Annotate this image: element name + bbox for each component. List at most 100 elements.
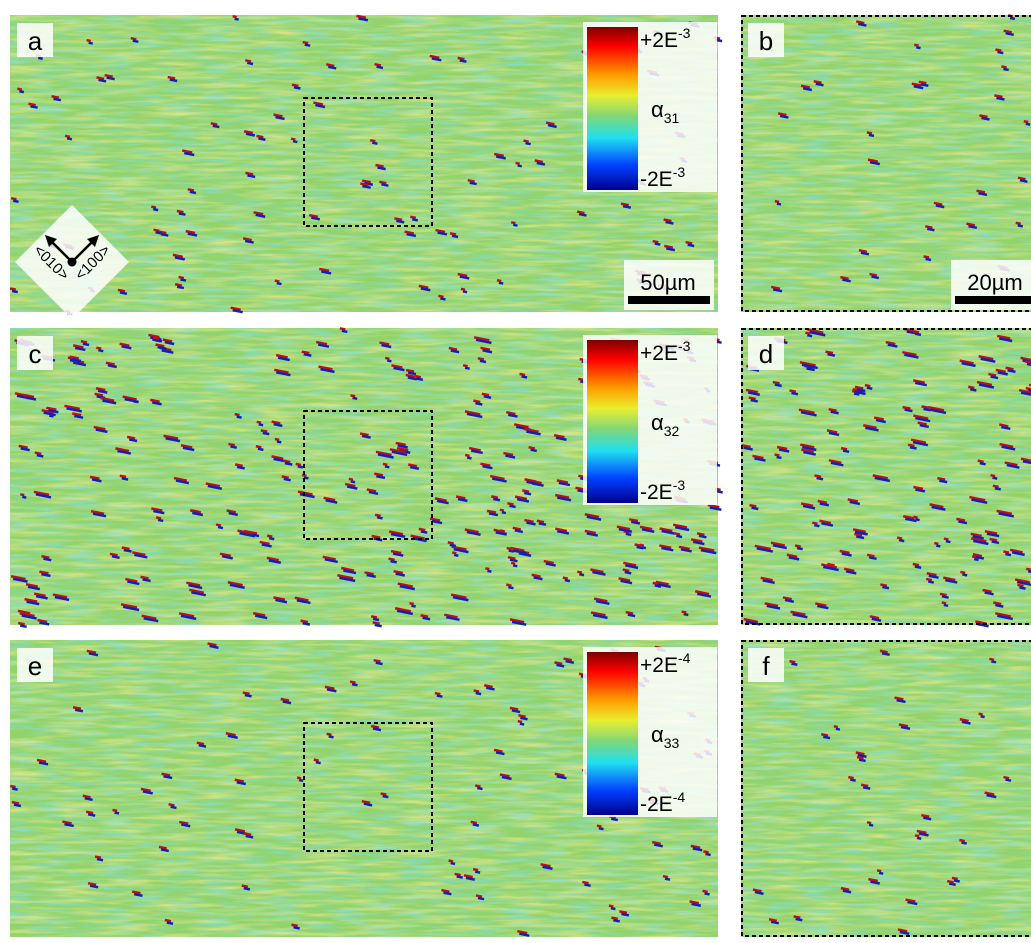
map-feature (169, 804, 175, 805)
map-feature (110, 554, 118, 556)
map-feature (188, 189, 194, 190)
panel-label: d (759, 339, 773, 369)
map-feature (13, 201, 18, 202)
map-feature (437, 696, 443, 697)
map-feature (30, 106, 37, 107)
map-feature (653, 241, 659, 242)
map-feature (520, 718, 527, 719)
map-feature (87, 40, 91, 41)
map-feature (410, 467, 419, 469)
map-feature (993, 478, 998, 479)
panel-label: c (29, 339, 42, 369)
map-feature (376, 165, 384, 167)
map-feature (350, 682, 356, 683)
map-feature (494, 750, 502, 752)
map-feature (362, 181, 371, 183)
map-feature (245, 60, 251, 61)
map-feature (299, 780, 303, 781)
map-feature (1008, 370, 1016, 372)
map-feature (489, 513, 498, 515)
map-feature (377, 67, 383, 68)
map-feature (510, 708, 518, 710)
map-feature (697, 533, 704, 534)
map-feature (247, 175, 255, 177)
map-feature (365, 572, 374, 574)
map-feature (385, 358, 389, 359)
map-feature (283, 701, 291, 703)
map-feature (508, 557, 516, 559)
map-feature (856, 752, 865, 754)
map-feature (999, 424, 1008, 426)
map-feature (513, 528, 521, 530)
map-feature (467, 457, 471, 458)
map-feature (107, 78, 115, 80)
map-feature (470, 183, 477, 184)
map-feature (794, 916, 801, 917)
map-feature (918, 423, 927, 425)
map-feature (664, 246, 673, 248)
map-feature (905, 410, 913, 412)
map-feature (775, 454, 780, 455)
map-feature (509, 506, 515, 507)
map-feature (235, 414, 240, 415)
map-feature (277, 283, 282, 284)
map-feature (471, 822, 477, 823)
map-feature (304, 354, 312, 356)
map-feature (920, 425, 929, 427)
map-feature (960, 719, 969, 721)
map-feature (1006, 33, 1014, 35)
map-feature (351, 481, 355, 482)
map-feature (869, 557, 876, 558)
map-feature (108, 365, 117, 367)
map-feature (112, 556, 120, 558)
map-feature (41, 574, 50, 576)
map-feature (396, 221, 404, 223)
map-feature (10, 786, 15, 787)
map-feature (791, 664, 797, 665)
map-feature (351, 395, 356, 396)
map-feature (777, 204, 781, 205)
map-feature (996, 98, 1004, 100)
map-feature (621, 914, 629, 916)
map-feature (942, 596, 949, 597)
map-feature (908, 445, 914, 446)
map-feature (18, 623, 24, 624)
map-feature (83, 796, 91, 798)
map-feature (915, 334, 921, 335)
map-feature (980, 463, 986, 464)
map-feature (461, 289, 465, 290)
map-feature (934, 543, 938, 544)
map-feature (621, 204, 629, 206)
map-feature (120, 292, 127, 293)
map-feature (916, 47, 920, 48)
map-feature (652, 842, 661, 844)
map-feature (269, 538, 274, 539)
map-feature (820, 503, 829, 505)
map-feature (537, 521, 544, 522)
map-feature (625, 572, 631, 573)
map-feature (377, 517, 383, 518)
map-feature (191, 510, 199, 512)
map-feature (96, 348, 101, 349)
map-feature (98, 80, 106, 82)
map-feature (132, 892, 140, 894)
map-feature (419, 529, 425, 530)
map-feature (216, 525, 221, 526)
map-feature (848, 777, 853, 778)
map-feature (406, 370, 414, 372)
map-feature (235, 780, 244, 782)
map-feature (666, 248, 675, 250)
map-feature (525, 143, 530, 144)
map-feature (518, 715, 525, 716)
map-feature (133, 41, 139, 42)
map-feature (522, 490, 529, 491)
map-feature (513, 225, 517, 226)
map-feature (95, 394, 103, 396)
map-feature (940, 594, 947, 595)
map-feature (155, 340, 161, 341)
map-feature (39, 762, 48, 764)
map-feature (20, 494, 24, 495)
map-feature (836, 729, 840, 730)
map-feature (778, 113, 786, 115)
panel: c+2E-3-2E-3α32 (10, 328, 723, 627)
